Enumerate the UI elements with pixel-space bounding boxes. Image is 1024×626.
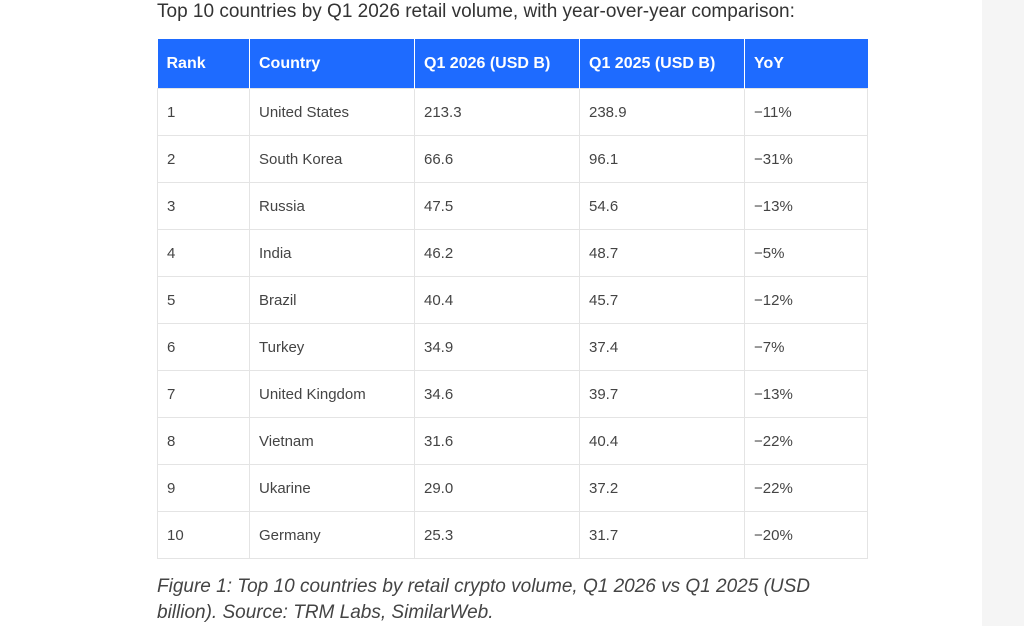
table-row: 7 United Kingdom 34.6 39.7 −13% [157, 370, 868, 418]
table-row: 3 Russia 47.5 54.6 −13% [157, 182, 868, 230]
figure-caption: Figure 1: Top 10 countries by retail cry… [157, 576, 811, 623]
header-yoy: YoY [744, 39, 868, 89]
cell-yoy: −13% [744, 182, 868, 230]
cell-country: Germany [249, 511, 415, 559]
cell-q1-2025: 54.6 [579, 182, 745, 230]
cell-q1-2026: 46.2 [414, 229, 580, 277]
cell-country: Turkey [249, 323, 415, 371]
table-row: 8 Vietnam 31.6 40.4 −22% [157, 417, 868, 465]
cell-q1-2025: 96.1 [579, 135, 745, 183]
cell-q1-2026: 213.3 [414, 88, 580, 136]
cell-q1-2026: 34.6 [414, 370, 580, 418]
cell-rank: 10 [157, 511, 250, 559]
cell-rank: 4 [157, 229, 250, 277]
cell-yoy: −13% [744, 370, 868, 418]
cell-q1-2026: 29.0 [414, 464, 580, 512]
cell-country: United States [249, 88, 415, 136]
header-country: Country [249, 39, 415, 89]
cell-yoy: −20% [744, 511, 868, 559]
cell-q1-2026: 66.6 [414, 135, 580, 183]
cell-q1-2026: 25.3 [414, 511, 580, 559]
cell-yoy: −31% [744, 135, 868, 183]
cell-q1-2025: 45.7 [579, 276, 745, 324]
header-q1-2026: Q1 2026 (USD B) [414, 39, 580, 89]
cell-country: South Korea [249, 135, 415, 183]
cell-q1-2025: 40.4 [579, 417, 745, 465]
intro-text: Top 10 countries by Q1 2026 retail volum… [157, 1, 795, 22]
retail-volume-table: Rank Country Q1 2026 (USD B) Q1 2025 (US… [157, 39, 868, 559]
cell-rank: 1 [157, 88, 250, 136]
cell-country: India [249, 229, 415, 277]
table-row: 4 India 46.2 48.7 −5% [157, 229, 868, 277]
cell-country: Vietnam [249, 417, 415, 465]
cell-q1-2025: 48.7 [579, 229, 745, 277]
cell-q1-2025: 238.9 [579, 88, 745, 136]
cell-q1-2025: 37.2 [579, 464, 745, 512]
cell-q1-2026: 34.9 [414, 323, 580, 371]
cell-q1-2025: 31.7 [579, 511, 745, 559]
cell-yoy: −22% [744, 464, 868, 512]
cell-q1-2026: 47.5 [414, 182, 580, 230]
table-row: 9 Ukarine 29.0 37.2 −22% [157, 464, 868, 512]
cell-country: Brazil [249, 276, 415, 324]
table-row: 2 South Korea 66.6 96.1 −31% [157, 135, 868, 183]
cell-yoy: −22% [744, 417, 868, 465]
cell-country: United Kingdom [249, 370, 415, 418]
cell-rank: 3 [157, 182, 250, 230]
cell-rank: 7 [157, 370, 250, 418]
cell-rank: 6 [157, 323, 250, 371]
cell-rank: 5 [157, 276, 250, 324]
cell-yoy: −5% [744, 229, 868, 277]
cell-rank: 2 [157, 135, 250, 183]
cell-country: Russia [249, 182, 415, 230]
table-row: 6 Turkey 34.9 37.4 −7% [157, 323, 868, 371]
cell-rank: 9 [157, 464, 250, 512]
table-row: 5 Brazil 40.4 45.7 −12% [157, 276, 868, 324]
cell-q1-2025: 37.4 [579, 323, 745, 371]
header-q1-2025: Q1 2025 (USD B) [579, 39, 745, 89]
cell-q1-2026: 40.4 [414, 276, 580, 324]
cell-yoy: −11% [744, 88, 868, 136]
table-row: 10 Germany 25.3 31.7 −20% [157, 511, 868, 559]
table-header-row: Rank Country Q1 2026 (USD B) Q1 2025 (US… [157, 39, 868, 89]
cell-q1-2025: 39.7 [579, 370, 745, 418]
header-rank: Rank [157, 39, 250, 89]
cell-q1-2026: 31.6 [414, 417, 580, 465]
cell-rank: 8 [157, 417, 250, 465]
cell-yoy: −7% [744, 323, 868, 371]
cell-country: Ukarine [249, 464, 415, 512]
table-row: 1 United States 213.3 238.9 −11% [157, 88, 868, 136]
page-gutter [982, 0, 1024, 626]
cell-yoy: −12% [744, 276, 868, 324]
